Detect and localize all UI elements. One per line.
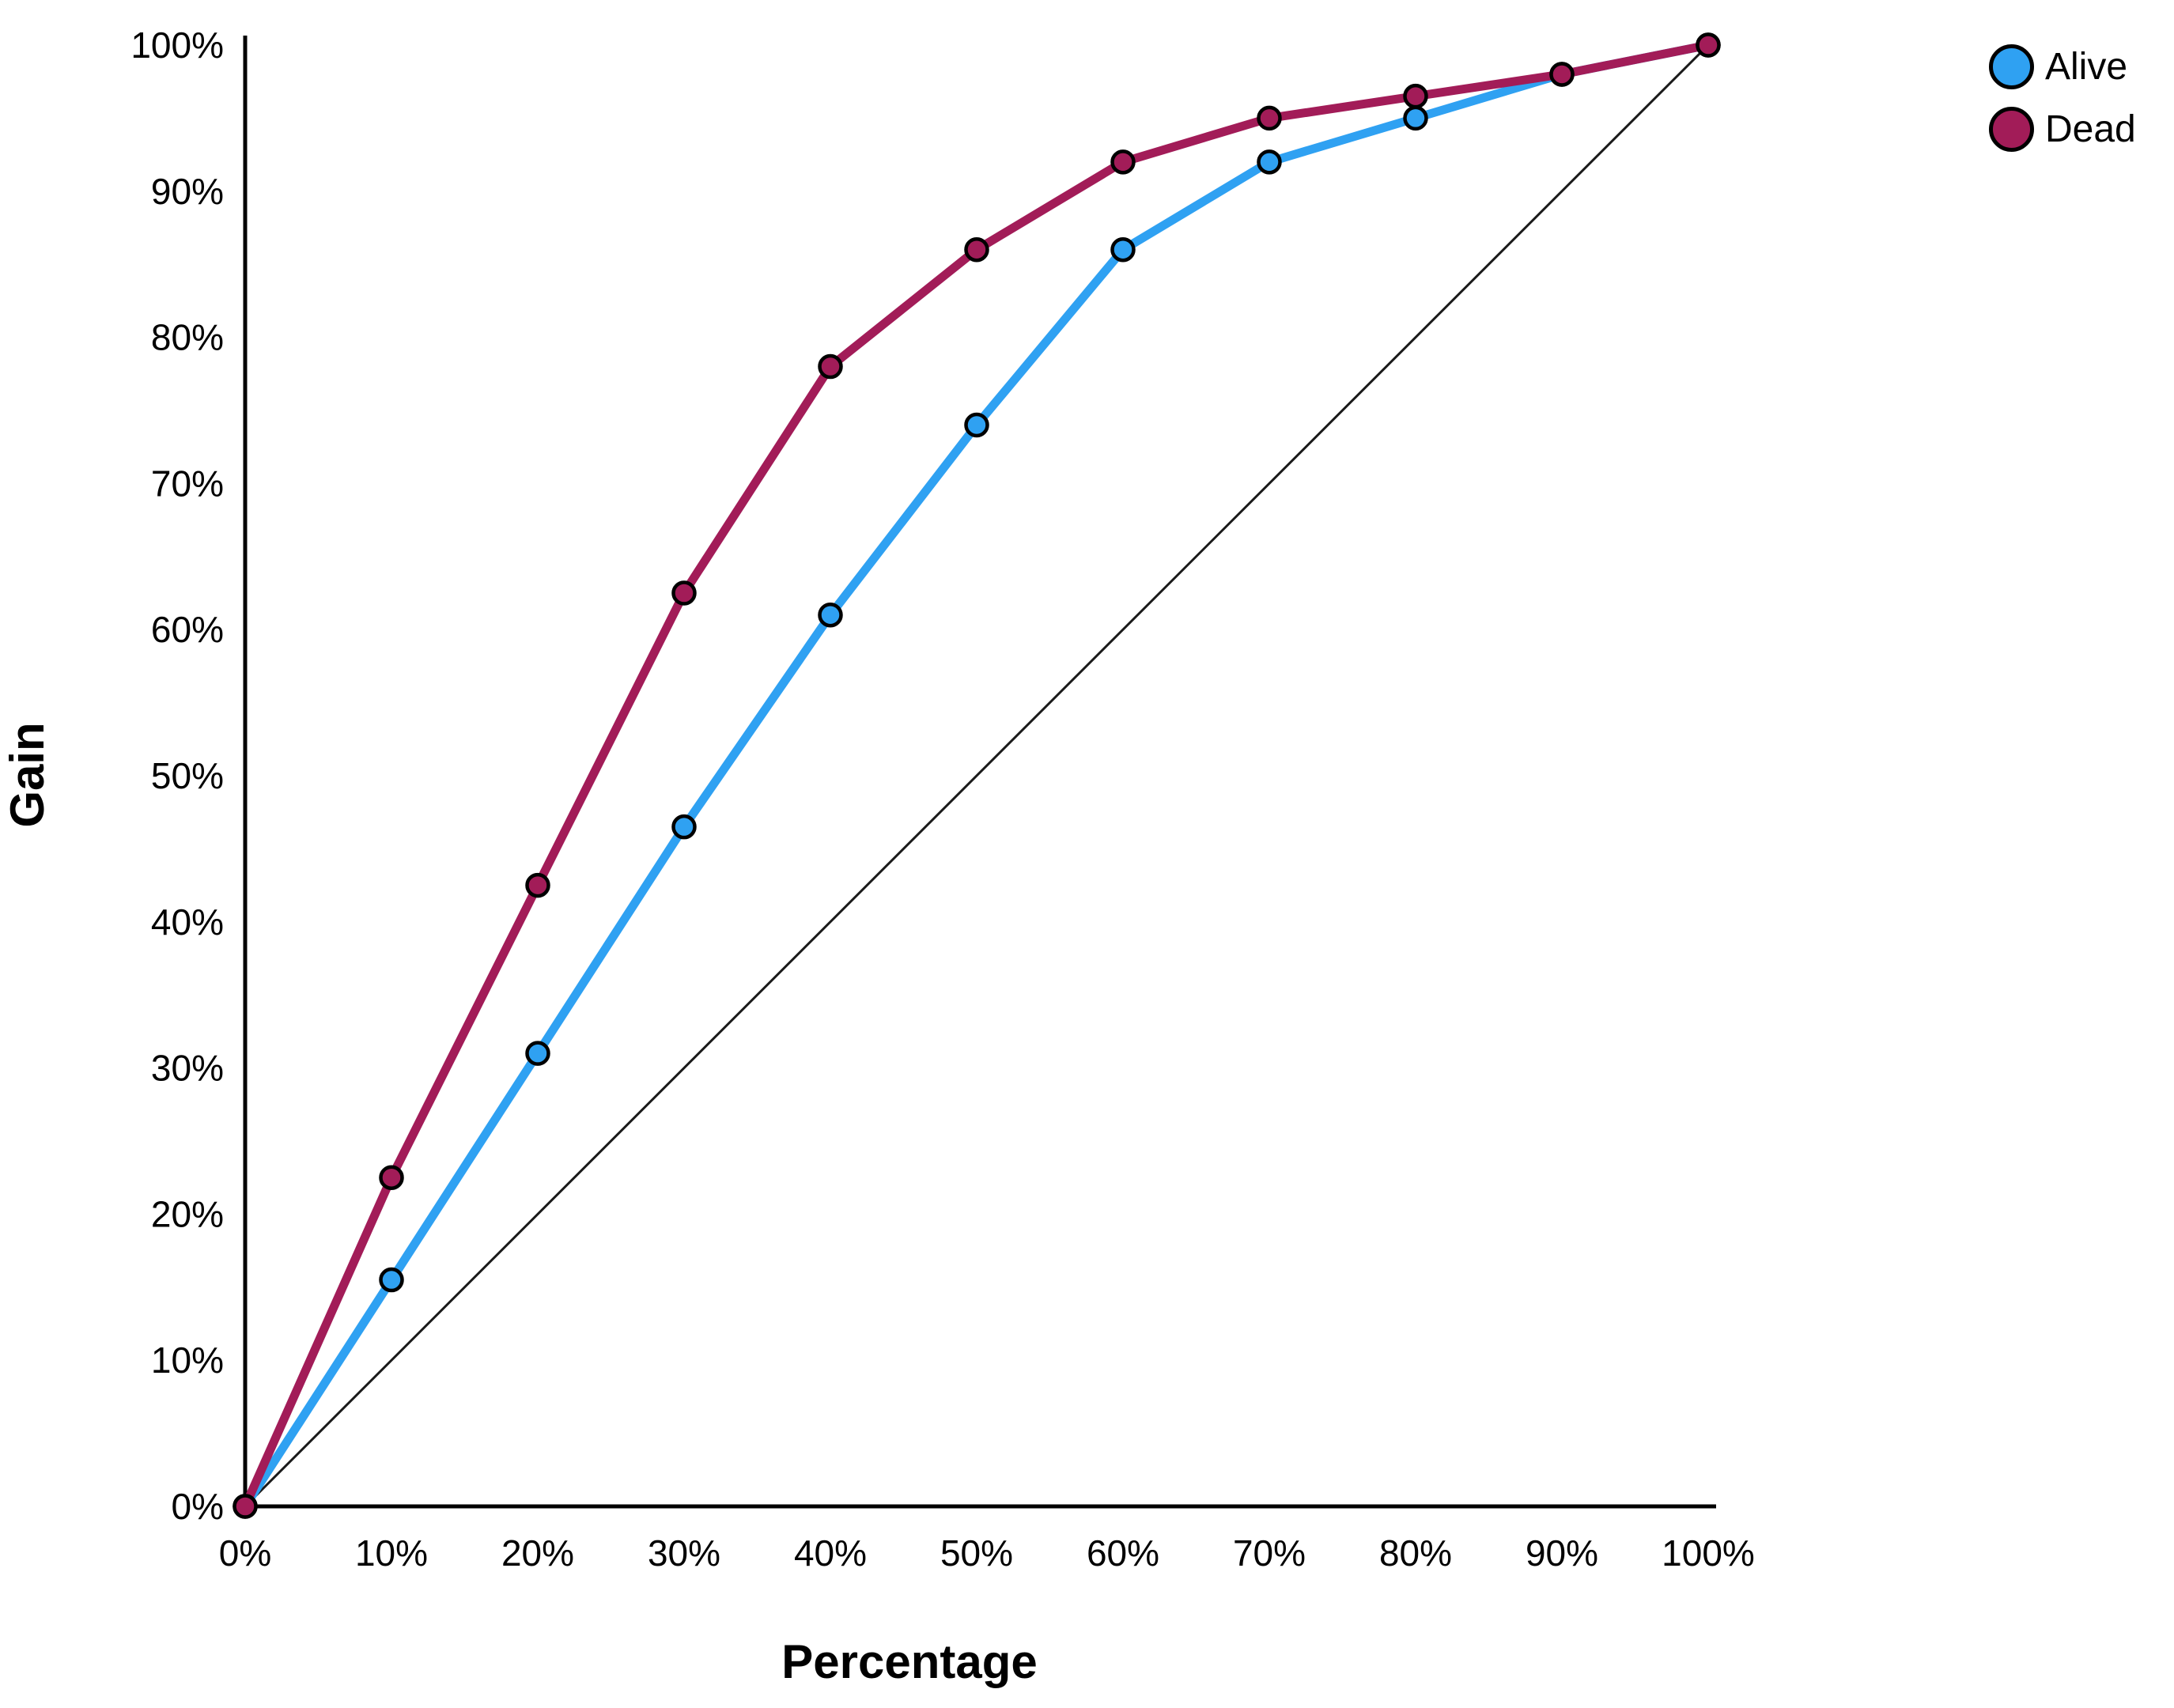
dead-marker-icon — [1989, 107, 2034, 152]
y-tick-label: 70% — [151, 463, 224, 504]
x-tick-label: 40% — [794, 1532, 867, 1574]
x-tick-label: 100% — [1662, 1532, 1755, 1574]
dead-marker — [964, 236, 989, 263]
x-tick-label: 60% — [1087, 1532, 1159, 1574]
dead-marker — [1549, 62, 1575, 87]
dead-marker — [525, 872, 550, 898]
legend-item-alive: Alive — [1989, 44, 2136, 89]
legend-label-dead: Dead — [2045, 108, 2136, 150]
dead-marker — [233, 1494, 258, 1519]
dead-marker — [671, 580, 697, 606]
alive-marker — [964, 412, 989, 438]
alive-marker-icon — [1989, 44, 2034, 89]
dead-marker — [1696, 32, 1721, 58]
y-tick-label: 100% — [130, 25, 224, 66]
alive-marker — [1257, 149, 1282, 175]
x-tick-label: 0% — [219, 1532, 271, 1574]
legend-item-dead: Dead — [1989, 107, 2136, 152]
x-tick-label: 20% — [501, 1532, 574, 1574]
reference-diagonal — [244, 43, 1710, 1508]
x-axis-title: Percentage — [781, 1635, 1038, 1688]
y-tick-label: 80% — [151, 317, 224, 358]
y-tick-label: 10% — [151, 1340, 224, 1381]
x-tick-label: 70% — [1233, 1532, 1306, 1574]
dead-marker — [818, 353, 843, 380]
alive-marker — [818, 602, 843, 628]
y-tick-label: 90% — [151, 171, 224, 212]
x-tick-label: 50% — [940, 1532, 1013, 1574]
alive-marker — [1110, 236, 1136, 263]
dead-marker — [1257, 105, 1282, 131]
y-tick-label: 0% — [172, 1486, 224, 1527]
y-tick-label: 60% — [151, 609, 224, 650]
alive-marker — [671, 814, 697, 840]
dead-marker — [379, 1165, 404, 1190]
legend: Alive Dead — [1989, 44, 2136, 152]
y-tick-label: 40% — [151, 901, 224, 943]
x-tick-label: 30% — [648, 1532, 720, 1574]
alive-marker — [1403, 105, 1428, 131]
x-tick-label: 10% — [355, 1532, 428, 1574]
y-tick-label: 20% — [151, 1193, 224, 1234]
x-tick-label: 90% — [1526, 1532, 1598, 1574]
alive-marker — [525, 1041, 550, 1066]
y-tick-label: 30% — [151, 1048, 224, 1089]
y-axis-title: Gain — [1, 722, 54, 827]
dead-marker — [1110, 149, 1136, 175]
y-tick-label: 50% — [151, 755, 224, 796]
legend-label-alive: Alive — [2045, 45, 2128, 88]
alive-marker — [379, 1267, 404, 1293]
x-tick-label: 80% — [1379, 1532, 1452, 1574]
dead-marker — [1403, 83, 1428, 109]
